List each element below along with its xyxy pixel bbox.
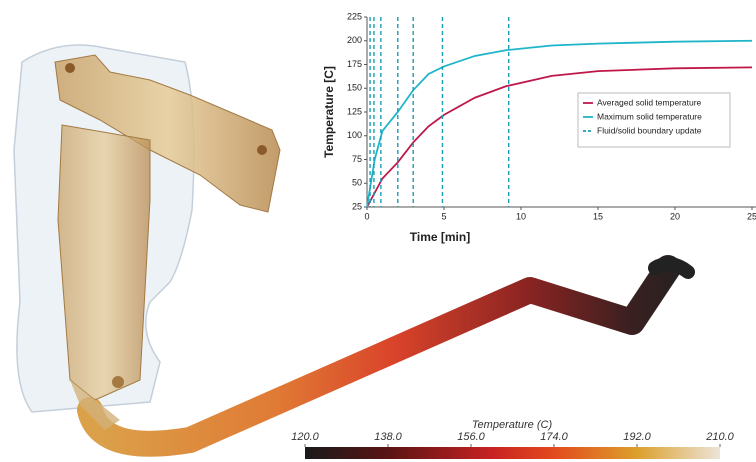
x-tick-label: 10 bbox=[516, 211, 526, 221]
y-tick-label: 200 bbox=[347, 35, 362, 45]
y-tick-label: 150 bbox=[347, 83, 362, 93]
x-tick-label: 0 bbox=[364, 211, 369, 221]
colorbar-tick-label: 210.0 bbox=[705, 431, 734, 443]
series-line bbox=[366, 39, 753, 208]
y-tick-label: 100 bbox=[347, 130, 362, 140]
y-tick-label: 50 bbox=[352, 178, 362, 188]
render bbox=[13, 44, 695, 457]
colorbar: Temperature (C) 120.0 138.0 156.0 174.0 192.… bbox=[291, 419, 735, 459]
x-tick-label: 5 bbox=[441, 211, 446, 221]
legend-box bbox=[577, 92, 731, 148]
series-line bbox=[366, 66, 753, 208]
colorbar-gradient bbox=[305, 447, 720, 459]
y-tick-label: 75 bbox=[352, 154, 362, 164]
legend: Averaged solid temperature Maximum solid … bbox=[577, 92, 731, 148]
bolt bbox=[257, 145, 267, 155]
pipe-end bbox=[648, 256, 695, 279]
x-tick-label: 15 bbox=[593, 211, 603, 221]
exhaust-pipe bbox=[77, 255, 681, 457]
y-axis-label: Temperature [C] bbox=[322, 66, 336, 158]
y-tick-label: 25 bbox=[352, 201, 362, 211]
converter bbox=[57, 124, 151, 401]
colorbar-tick-label: 156.0 bbox=[457, 431, 485, 443]
colorbar-title: Temperature (C) bbox=[472, 419, 553, 431]
bolt bbox=[112, 376, 124, 388]
x-axis-label: Time [min] bbox=[410, 230, 470, 244]
colorbar-tick-label: 138.0 bbox=[374, 431, 402, 443]
colorbar-tick-label: 120.0 bbox=[291, 431, 319, 443]
legend-label: Averaged solid temperature bbox=[597, 97, 702, 107]
y-tick-label: 175 bbox=[347, 59, 362, 69]
legend-label: Maximum solid temperature bbox=[597, 111, 702, 121]
y-tick-label: 225 bbox=[347, 11, 362, 21]
flange bbox=[70, 380, 120, 430]
bolt bbox=[65, 63, 75, 73]
manifold bbox=[54, 54, 281, 213]
legend-label: Fluid/solid boundary update bbox=[597, 125, 702, 135]
colorbar-tick-label: 192.0 bbox=[623, 431, 651, 443]
colorbar-tick-label: 174.0 bbox=[540, 431, 568, 443]
chart: Time [min] Temperature [C] 2550751001251… bbox=[322, 11, 756, 244]
x-tick-label: 20 bbox=[670, 211, 680, 221]
y-tick-label: 125 bbox=[347, 106, 362, 116]
x-tick-label: 25 bbox=[747, 211, 756, 221]
